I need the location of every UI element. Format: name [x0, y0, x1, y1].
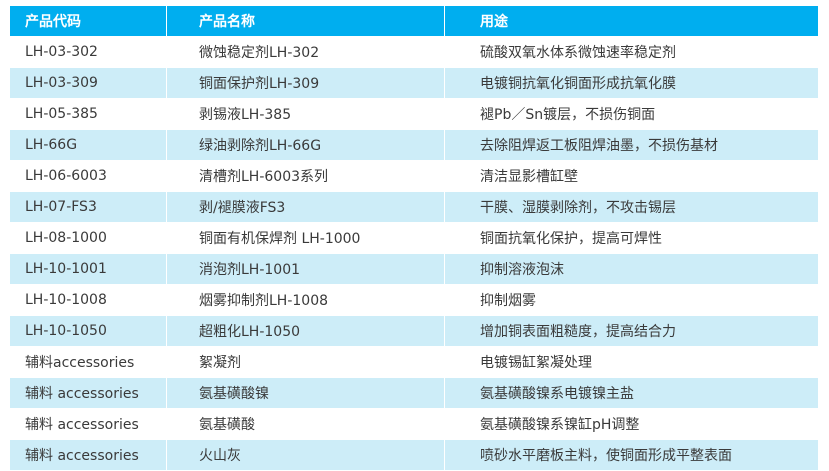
product-code-cell: LH-03-302: [10, 36, 167, 68]
product-name-cell: 絮凝剂: [166, 346, 445, 378]
usage-cell: 去除阻焊返工板阻焊油墨，不损伤基材: [444, 129, 818, 161]
usage-cell: 喷砂水平磨板主料，使铜面形成平整表面: [444, 439, 818, 471]
usage-cell: 硫酸双氧水体系微蚀速率稳定剂: [444, 36, 818, 68]
usage-cell: 铜面抗氧化保护，提高可焊性: [444, 222, 818, 254]
table-row: 辅料 accessories 氨基磺酸镍 氨基磺酸镍系电镀镍主盐: [10, 377, 818, 409]
table-row: LH-03-309 铜面保护剂LH-309 电镀铜抗氧化铜面形成抗氧化膜: [10, 67, 818, 99]
usage-cell: 褪Pb／Sn镀层，不损伤铜面: [444, 98, 818, 130]
product-code-cell: LH-06-6003: [10, 160, 167, 192]
table-row: 辅料 accessories 火山灰 喷砂水平磨板主料，使铜面形成平整表面: [10, 439, 818, 471]
header-product-name: 产品名称: [166, 6, 445, 37]
product-code-cell: 辅料accessories: [10, 346, 167, 378]
product-code-cell: LH-07-FS3: [10, 191, 167, 223]
table-row: LH-10-1008 烟雾抑制剂LH-1008 抑制烟雾: [10, 284, 818, 316]
product-code-cell: LH-08-1000: [10, 222, 167, 254]
table-row: LH-03-302 微蚀稳定剂LH-302 硫酸双氧水体系微蚀速率稳定剂: [10, 36, 818, 68]
product-code-cell: LH-66G: [10, 129, 167, 161]
product-code-cell: LH-05-385: [10, 98, 167, 130]
product-name-cell: 氨基磺酸: [166, 408, 445, 440]
usage-cell: 增加铜表面粗糙度，提高结合力: [444, 315, 818, 347]
product-code-cell: 辅料 accessories: [10, 439, 167, 471]
table-header-row: 产品代码 产品名称 用途: [10, 6, 818, 37]
table-row: LH-66G 绿油剥除剂LH-66G 去除阻焊返工板阻焊油墨，不损伤基材: [10, 129, 818, 161]
table-row: LH-08-1000 铜面有机保焊剂 LH-1000 铜面抗氧化保护，提高可焊性: [10, 222, 818, 254]
usage-cell: 清洁显影槽缸壁: [444, 160, 818, 192]
product-name-cell: 微蚀稳定剂LH-302: [166, 36, 445, 68]
header-usage: 用途: [444, 6, 818, 37]
product-name-cell: 氨基磺酸镍: [166, 377, 445, 409]
product-table: 产品代码 产品名称 用途 LH-03-302 微蚀稳定剂LH-302 硫酸双氧水体系…: [10, 6, 818, 471]
table-row: LH-10-1050 超粗化LH-1050 增加铜表面粗糙度，提高结合力: [10, 315, 818, 347]
table-row: LH-05-385 剥锡液LH-385 褪Pb／Sn镀层，不损伤铜面: [10, 98, 818, 130]
table-row: 辅料 accessories 氨基磺酸 氨基磺酸镍系镍缸pH调整: [10, 408, 818, 440]
usage-cell: 电镀锡缸絮凝处理: [444, 346, 818, 378]
product-code-cell: LH-10-1001: [10, 253, 167, 285]
product-name-cell: 超粗化LH-1050: [166, 315, 445, 347]
product-name-cell: 火山灰: [166, 439, 445, 471]
usage-cell: 干膜、湿膜剥除剂，不攻击锡层: [444, 191, 818, 223]
product-code-cell: 辅料 accessories: [10, 408, 167, 440]
product-name-cell: 清槽剂LH-6003系列: [166, 160, 445, 192]
usage-cell: 氨基磺酸镍系镍缸pH调整: [444, 408, 818, 440]
table-row: LH-06-6003 清槽剂LH-6003系列 清洁显影槽缸壁: [10, 160, 818, 192]
usage-cell: 电镀铜抗氧化铜面形成抗氧化膜: [444, 67, 818, 99]
table-row: LH-10-1001 消泡剂LH-1001 抑制溶液泡沫: [10, 253, 818, 285]
usage-cell: 抑制烟雾: [444, 284, 818, 316]
header-product-code: 产品代码: [10, 6, 167, 37]
product-code-cell: 辅料 accessories: [10, 377, 167, 409]
usage-cell: 抑制溶液泡沫: [444, 253, 818, 285]
table-row: LH-07-FS3 剥/褪膜液FS3 干膜、湿膜剥除剂，不攻击锡层: [10, 191, 818, 223]
product-name-cell: 消泡剂LH-1001: [166, 253, 445, 285]
product-code-cell: LH-10-1050: [10, 315, 167, 347]
product-name-cell: 铜面保护剂LH-309: [166, 67, 445, 99]
product-name-cell: 剥锡液LH-385: [166, 98, 445, 130]
table-row: 辅料accessories 絮凝剂 电镀锡缸絮凝处理: [10, 346, 818, 378]
product-code-cell: LH-03-309: [10, 67, 167, 99]
product-code-cell: LH-10-1008: [10, 284, 167, 316]
product-name-cell: 铜面有机保焊剂 LH-1000: [166, 222, 445, 254]
product-name-cell: 绿油剥除剂LH-66G: [166, 129, 445, 161]
usage-cell: 氨基磺酸镍系电镀镍主盐: [444, 377, 818, 409]
product-name-cell: 剥/褪膜液FS3: [166, 191, 445, 223]
product-name-cell: 烟雾抑制剂LH-1008: [166, 284, 445, 316]
